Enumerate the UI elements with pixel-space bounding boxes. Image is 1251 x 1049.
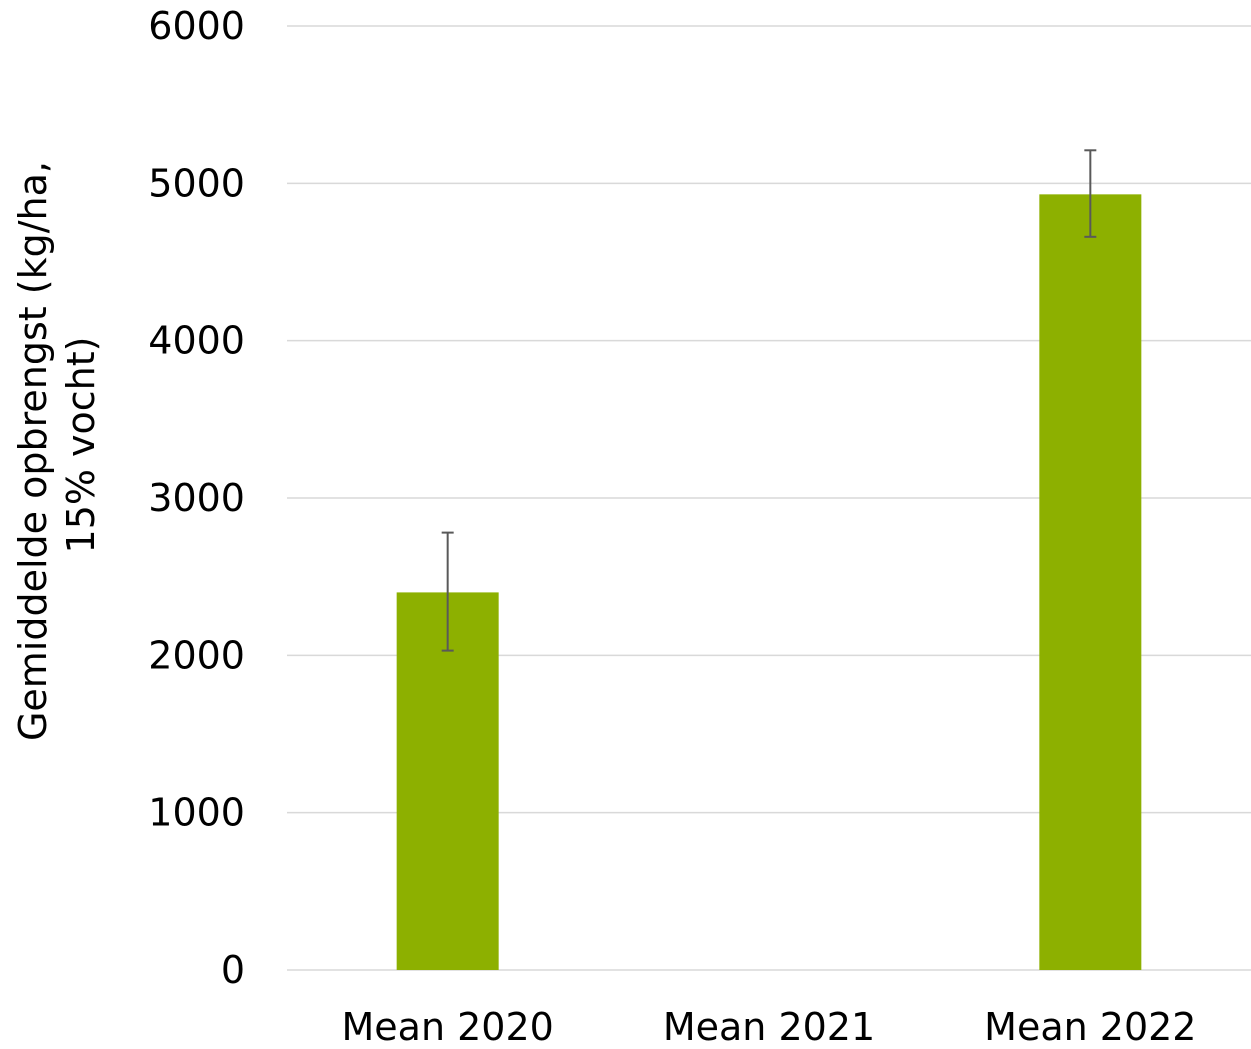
- error-bars: [441, 149, 1097, 652]
- y-axis-title: Gemiddelde opbrengst (kg/ha, 15% vocht): [11, 149, 103, 741]
- y-tick-label-6000: 6000: [148, 4, 245, 48]
- error-bar-mean-2020: [441, 531, 454, 652]
- y-tick-label-0: 0: [221, 948, 245, 992]
- bar-mean-2022: [1039, 194, 1142, 970]
- error-bar-mean-2022: [1084, 149, 1097, 238]
- y-tick-label-5000: 5000: [148, 161, 245, 205]
- y-axis-title-line-2: 15% vocht): [59, 337, 103, 554]
- y-axis-title-line-1: Gemiddelde opbrengst (kg/ha,: [11, 161, 55, 741]
- x-category-label-mean-2020: Mean 2020: [342, 1005, 554, 1049]
- bars: [396, 194, 1142, 970]
- y-axis-tick-labels: 0 1000 2000 3000 4000 5000 6000: [148, 4, 245, 992]
- x-category-label-mean-2021: Mean 2021: [663, 1005, 875, 1049]
- y-tick-label-3000: 3000: [148, 476, 245, 520]
- bar-mean-2020: [396, 592, 499, 970]
- y-tick-label-2000: 2000: [148, 633, 245, 677]
- y-tick-label-4000: 4000: [148, 319, 245, 363]
- x-axis-category-labels: Mean 2020 Mean 2021 Mean 2022: [342, 1005, 1197, 1049]
- x-category-label-mean-2022: Mean 2022: [984, 1005, 1196, 1049]
- y-tick-label-1000: 1000: [148, 791, 245, 835]
